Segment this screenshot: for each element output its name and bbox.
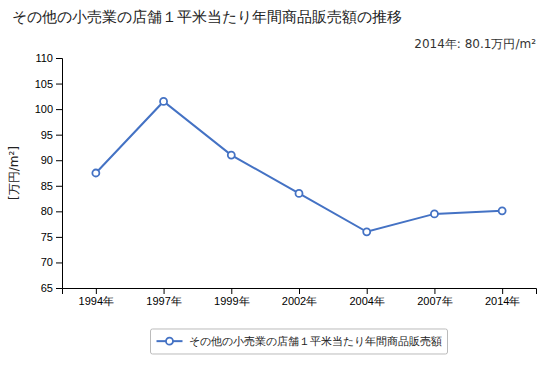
legend-box <box>151 329 448 354</box>
y-tick-label: 65 <box>41 282 53 294</box>
x-tick-mark <box>96 288 97 294</box>
y-tick: 85 <box>41 180 62 192</box>
annotation: 2014年: 80.1万円/m² <box>414 37 536 51</box>
y-tick: 95 <box>41 129 62 141</box>
x-tick-mark <box>434 288 435 294</box>
legend: その他の小売業の店舗１平米当たり年間商品販売額 <box>151 329 448 354</box>
y-tick-label: 100 <box>35 103 53 115</box>
y-axis-line <box>56 59 63 289</box>
x-tick-label: 2014年 <box>485 295 520 307</box>
x-tick: 1999年 <box>214 288 249 307</box>
x-tick-label: 1997年 <box>146 295 181 307</box>
y-axis: 65 70 75 80 85 90 95 100 105 110 <box>35 52 63 294</box>
legend-item: その他の小売業の店舗１平米当たり年間商品販売額 <box>157 335 442 348</box>
marks <box>92 98 505 235</box>
line <box>96 101 502 231</box>
y-axis-title: [万円/m²] <box>7 146 21 200</box>
y-tick: 80 <box>41 205 62 217</box>
x-tick-mark <box>367 288 368 294</box>
y-tick-label: 90 <box>41 154 53 166</box>
y-tick: 105 <box>35 78 62 90</box>
x-tick: 2014年 <box>485 288 520 307</box>
point <box>499 207 506 214</box>
y-tick-mark <box>56 58 62 59</box>
x-axis-line <box>63 289 537 295</box>
x-tick-label: 2004年 <box>349 295 384 307</box>
y-tick-label: 105 <box>35 78 53 90</box>
y-tick-mark <box>56 262 62 263</box>
y-tick: 110 <box>35 52 62 64</box>
y-tick-label: 110 <box>35 52 53 64</box>
y-tick: 90 <box>41 154 62 166</box>
point <box>363 228 370 235</box>
y-tick-label: 95 <box>41 129 53 141</box>
plot: 2014年: 80.1万円/m² 65 70 75 80 85 90 95 100 105 110 [… <box>7 37 537 307</box>
point <box>160 98 167 105</box>
title: その他の小売業の店舗１平米当たり年間商品販売額の推移 <box>12 8 402 26</box>
y-tick-mark <box>56 288 62 289</box>
y-tick-label: 80 <box>41 205 53 217</box>
y-tick-mark <box>56 211 62 212</box>
y-tick-label: 70 <box>41 256 53 268</box>
point <box>431 210 438 217</box>
y-tick-mark <box>56 160 62 161</box>
x-tick-label: 1994年 <box>79 295 114 307</box>
x-tick-label: 1999年 <box>214 295 249 307</box>
point <box>296 190 303 197</box>
y-tick-label: 75 <box>41 231 53 243</box>
y-tick-mark <box>56 186 62 187</box>
x-tick-mark <box>231 288 232 294</box>
x-tick-mark <box>299 288 300 294</box>
x-tick-mark <box>502 288 503 294</box>
x-tick: 2007年 <box>417 288 452 307</box>
x-tick-label: 2002年 <box>282 295 317 307</box>
point <box>228 152 235 159</box>
legend-label: その他の小売業の店舗１平米当たり年間商品販売額 <box>189 335 442 348</box>
x-tick-label: 2007年 <box>417 295 452 307</box>
y-tick: 70 <box>41 256 62 268</box>
x-tick: 1997年 <box>146 288 181 307</box>
x-tick: 2004年 <box>349 288 384 307</box>
y-tick: 100 <box>35 103 62 115</box>
y-tick-mark <box>56 84 62 85</box>
x-axis: 1994年 1997年 1999年 2002年 2004年 2007年 2014年 <box>63 288 537 307</box>
y-tick: 65 <box>41 282 62 294</box>
point <box>92 170 99 177</box>
x-tick-mark <box>164 288 165 294</box>
y-tick-mark <box>56 135 62 136</box>
x-tick: 1994年 <box>79 288 114 307</box>
y-tick-label: 85 <box>41 180 53 192</box>
y-tick-mark <box>56 237 62 238</box>
x-tick: 2002年 <box>282 288 317 307</box>
chart: その他の小売業の店舗１平米当たり年間商品販売額の推移 2014年: 80.1万円/… <box>0 0 560 366</box>
y-tick: 75 <box>41 231 62 243</box>
y-tick-mark <box>56 109 62 110</box>
legend-marker <box>166 338 173 345</box>
